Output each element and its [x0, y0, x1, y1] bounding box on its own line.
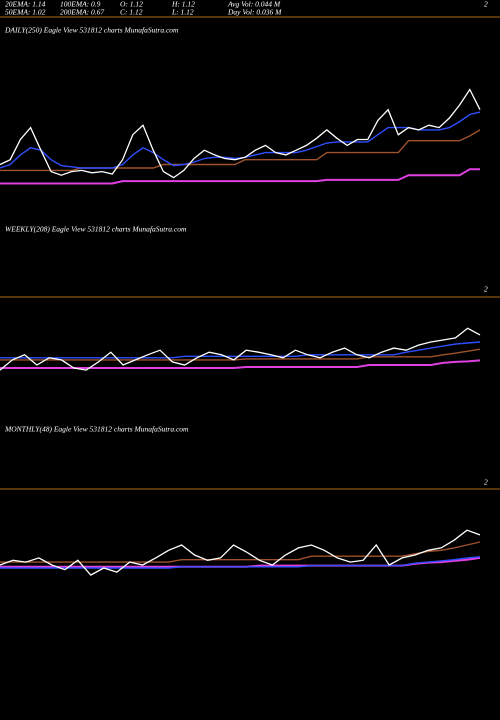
series-line [0, 88, 481, 179]
panel-title: DAILY(250) Eagle View 531812 charts Muna… [4, 26, 179, 35]
header-stat: 100EMA: 0.9 [60, 0, 101, 9]
series-line [0, 327, 481, 371]
header-stat: Avg Vol: 0.044 M [227, 0, 281, 9]
series-line [0, 348, 481, 361]
header-stat: 50EMA: 1.02 [5, 8, 46, 17]
panel-title: WEEKLY(208) Eagle View 531812 charts Mun… [5, 225, 187, 234]
series-line [0, 556, 481, 569]
header-stat: L: 1.12 [171, 8, 194, 17]
series-line [0, 341, 481, 359]
header-stat: 200EMA: 0.67 [60, 8, 104, 17]
header-stat: 20EMA: 1.14 [5, 0, 46, 9]
panel-title: MONTHLY(48) Eagle View 531812 charts Mun… [4, 425, 189, 434]
series-line [0, 168, 480, 185]
header-stat: O: 1.12 [120, 0, 143, 9]
header-stat: H: 1.12 [171, 0, 195, 9]
header-stat: Day Vol: 0.036 M [227, 8, 282, 17]
y-tick-label: 2 [484, 478, 488, 487]
y-tick-label: 2 [484, 0, 488, 9]
series-line [0, 359, 481, 369]
header-stat: C: 1.12 [120, 8, 143, 17]
series-line [0, 529, 481, 576]
y-tick-label: 2 [484, 285, 488, 294]
